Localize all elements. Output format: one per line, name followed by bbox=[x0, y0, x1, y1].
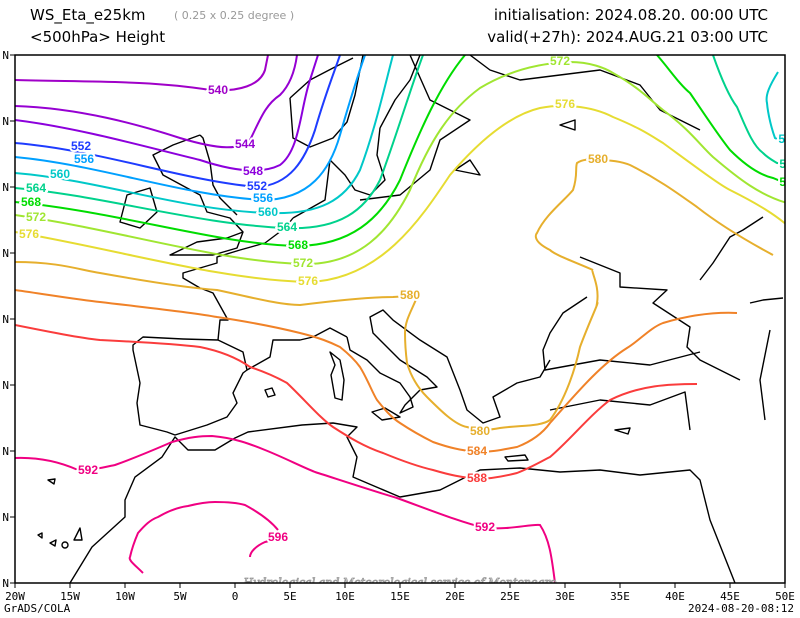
contour-label-576: 576 bbox=[298, 274, 318, 288]
coast-scandinavia bbox=[289, 55, 471, 219]
contour-label-584: 584 bbox=[467, 444, 487, 458]
lat-label: N bbox=[2, 379, 9, 392]
height-contours bbox=[15, 55, 785, 583]
contour-568-east bbox=[656, 55, 785, 185]
contour-564-east bbox=[712, 55, 785, 166]
contour-label-540: 540 bbox=[208, 83, 228, 97]
contour-556 bbox=[15, 55, 366, 202]
contour-labels: 540 544 548 552 552 556 556 560 560 564 … bbox=[17, 54, 793, 546]
initialisation-time: initialisation: 2024.08.20. 00:00 UTC bbox=[494, 6, 768, 24]
lon-label: 5E bbox=[283, 590, 296, 603]
lon-label: 15E bbox=[390, 590, 410, 603]
contour-label-568: 568 bbox=[288, 238, 308, 252]
contour-label-576-west: 576 bbox=[19, 227, 39, 241]
contour-580 bbox=[15, 158, 774, 431]
lat-label: N bbox=[2, 181, 9, 194]
contour-592 bbox=[15, 434, 556, 583]
lat-label: N bbox=[2, 49, 9, 62]
contour-564 bbox=[15, 55, 424, 230]
contour-label-564-east-clipped: 56 bbox=[779, 157, 793, 171]
lon-label: 20E bbox=[445, 590, 465, 603]
contour-548 bbox=[15, 55, 319, 172]
contour-label-572: 572 bbox=[293, 256, 313, 270]
lat-label: N bbox=[2, 313, 9, 326]
contour-label-580-east: 580 bbox=[588, 152, 608, 166]
contour-label-560: 560 bbox=[258, 205, 278, 219]
contour-576 bbox=[15, 104, 785, 284]
field-name: <500hPa> Height bbox=[30, 28, 165, 46]
contour-544 bbox=[15, 55, 298, 149]
contour-label-592: 592 bbox=[475, 520, 495, 534]
lon-label: 40E bbox=[665, 590, 685, 603]
lon-label: 45E bbox=[720, 590, 740, 603]
contour-label-576-north: 576 bbox=[555, 97, 575, 111]
contour-560 bbox=[15, 55, 394, 215]
coast-north-russia bbox=[454, 55, 701, 176]
resolution: ( 0.25 x 0.25 degree ) bbox=[174, 9, 294, 22]
lat-label: N bbox=[2, 445, 9, 458]
model-name: WS_Eta_e25km bbox=[30, 6, 146, 25]
contour-label-568-west: 568 bbox=[21, 195, 41, 209]
contour-596 bbox=[128, 500, 279, 574]
software-credit: GrADS/COLA bbox=[4, 602, 71, 615]
lon-label: 35E bbox=[610, 590, 630, 603]
lat-label: N bbox=[2, 247, 9, 260]
lon-label: 10W bbox=[115, 590, 135, 603]
lon-label: 50E bbox=[775, 590, 795, 603]
contour-label-572-north: 572 bbox=[550, 54, 570, 68]
contour-560-east bbox=[765, 71, 785, 144]
contour-label-556: 556 bbox=[253, 191, 273, 205]
contour-label-544: 544 bbox=[235, 137, 255, 151]
contour-label-572-west: 572 bbox=[26, 210, 46, 224]
generation-timestamp: 2024-08-20-08:12 bbox=[688, 602, 794, 615]
contour-label-556-west: 556 bbox=[74, 152, 94, 166]
lon-label: 15W bbox=[60, 590, 80, 603]
coast-islands-med bbox=[264, 351, 631, 462]
contour-label-580-south: 580 bbox=[470, 424, 490, 438]
lat-label: N bbox=[2, 577, 9, 590]
coast-iberia bbox=[132, 336, 248, 436]
axis-ticks: 20W 15W 10W 5W 0 5E 10E 15E 20E 25E 30E 35E 40E 45E 50… bbox=[2, 49, 795, 603]
contour-568 bbox=[15, 55, 466, 248]
contour-572 bbox=[15, 60, 785, 266]
lon-label: 25E bbox=[500, 590, 520, 603]
map-frame bbox=[14, 54, 786, 584]
coast-black-sea bbox=[542, 256, 741, 431]
lat-label: N bbox=[2, 115, 9, 128]
contour-label-552: 552 bbox=[247, 179, 267, 193]
watermark: Hydrological and Meteorological service … bbox=[243, 576, 557, 589]
coast-africa bbox=[69, 422, 736, 583]
lon-label: 5W bbox=[173, 590, 187, 603]
contour-540 bbox=[15, 55, 269, 92]
coast-italy bbox=[346, 309, 551, 424]
contour-label-560-east-clipped: 56 bbox=[778, 132, 792, 146]
contour-label-560-west: 560 bbox=[50, 167, 70, 181]
contour-label-588: 588 bbox=[467, 471, 487, 485]
coast-canary-islands bbox=[37, 478, 83, 549]
contour-label-552-west: 552 bbox=[71, 139, 91, 153]
contour-552 bbox=[15, 55, 341, 189]
lat-label: N bbox=[2, 511, 9, 524]
contour-label-548: 548 bbox=[243, 164, 263, 178]
contour-label-592-west: 592 bbox=[78, 463, 98, 477]
lon-label: 0 bbox=[232, 590, 239, 603]
contour-588 bbox=[15, 324, 698, 481]
valid-time: valid(+27h): 2024.AUG.21 03:00 UTC bbox=[487, 28, 768, 46]
contour-label-564-west: 564 bbox=[26, 181, 46, 195]
contour-584 bbox=[15, 289, 738, 454]
contour-label-580: 580 bbox=[400, 288, 420, 302]
coast-caspian bbox=[699, 216, 784, 421]
lon-label: 10E bbox=[335, 590, 355, 603]
lon-label: 20W bbox=[5, 590, 25, 603]
contour-label-596: 596 bbox=[268, 530, 288, 544]
contour-label-564: 564 bbox=[277, 220, 297, 234]
lon-label: 30E bbox=[555, 590, 575, 603]
contour-label-568-east-clipped: 56 bbox=[779, 175, 793, 189]
